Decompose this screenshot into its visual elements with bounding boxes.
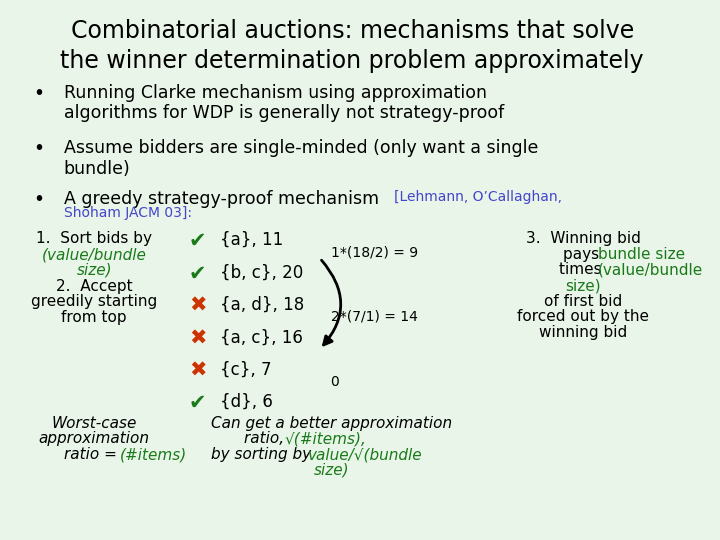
Text: Can get a better approximation: Can get a better approximation (212, 416, 452, 431)
Text: ✖: ✖ (189, 296, 206, 316)
Text: size): size) (314, 463, 350, 478)
Text: {b, c}, 20: {b, c}, 20 (220, 264, 303, 281)
Text: Combinatorial auctions: mechanisms that solve: Combinatorial auctions: mechanisms that … (71, 19, 634, 43)
Text: {a}, 11: {a}, 11 (220, 231, 283, 249)
Text: {c}, 7: {c}, 7 (220, 361, 271, 379)
Text: Shoham JACM 03]:: Shoham JACM 03]: (64, 206, 192, 220)
Text: times: times (559, 262, 607, 278)
Text: ✔: ✔ (189, 393, 206, 413)
Text: ✖: ✖ (189, 361, 206, 381)
Text: (value/bundle: (value/bundle (42, 247, 147, 262)
Text: value/√(bundle: value/√(bundle (308, 447, 423, 462)
Text: pays: pays (562, 247, 603, 262)
Text: greedily starting: greedily starting (31, 294, 158, 309)
Text: 2*(7/1) = 14: 2*(7/1) = 14 (330, 310, 418, 324)
Text: ✔: ✔ (189, 231, 206, 251)
Text: 1*(18/2) = 9: 1*(18/2) = 9 (330, 245, 418, 259)
Text: (#items): (#items) (120, 447, 186, 462)
Text: 1.  Sort bids by: 1. Sort bids by (36, 231, 153, 246)
Text: forced out by the: forced out by the (517, 309, 649, 325)
Text: [Lehmann, O’Callaghan,: [Lehmann, O’Callaghan, (395, 190, 562, 204)
Text: Assume bidders are single-minded (only want a single
bundle): Assume bidders are single-minded (only w… (64, 139, 538, 178)
Text: ratio,: ratio, (243, 431, 289, 447)
Text: •: • (33, 139, 45, 158)
Text: winning bid: winning bid (539, 325, 627, 340)
Text: from top: from top (61, 310, 127, 325)
Text: ✔: ✔ (189, 264, 206, 284)
Text: {a, c}, 16: {a, c}, 16 (220, 328, 303, 346)
Text: •: • (33, 190, 45, 209)
Text: size): size) (565, 278, 601, 293)
Text: 3.  Winning bid: 3. Winning bid (526, 231, 641, 246)
Text: •: • (33, 84, 45, 103)
Text: A greedy strategy-proof mechanism: A greedy strategy-proof mechanism (64, 190, 384, 208)
Text: 0: 0 (330, 375, 339, 389)
Text: bundle size: bundle size (598, 247, 685, 262)
Text: the winner determination problem approximately: the winner determination problem approxi… (60, 49, 644, 72)
Text: √(#items),: √(#items), (284, 431, 366, 447)
Text: approximation: approximation (39, 431, 150, 447)
Text: ✖: ✖ (189, 328, 206, 348)
Text: (value/bundle: (value/bundle (598, 262, 703, 278)
Text: by sorting by: by sorting by (211, 447, 316, 462)
Text: of first bid: of first bid (544, 294, 622, 309)
Text: Worst-case: Worst-case (52, 416, 137, 431)
Text: ratio =: ratio = (64, 447, 122, 462)
Text: 2.  Accept: 2. Accept (56, 279, 132, 294)
Text: Running Clarke mechanism using approximation
algorithms for WDP is generally not: Running Clarke mechanism using approxima… (64, 84, 504, 123)
Text: {d}, 6: {d}, 6 (220, 393, 273, 411)
Text: size): size) (76, 263, 112, 278)
Text: {a, d}, 18: {a, d}, 18 (220, 296, 304, 314)
